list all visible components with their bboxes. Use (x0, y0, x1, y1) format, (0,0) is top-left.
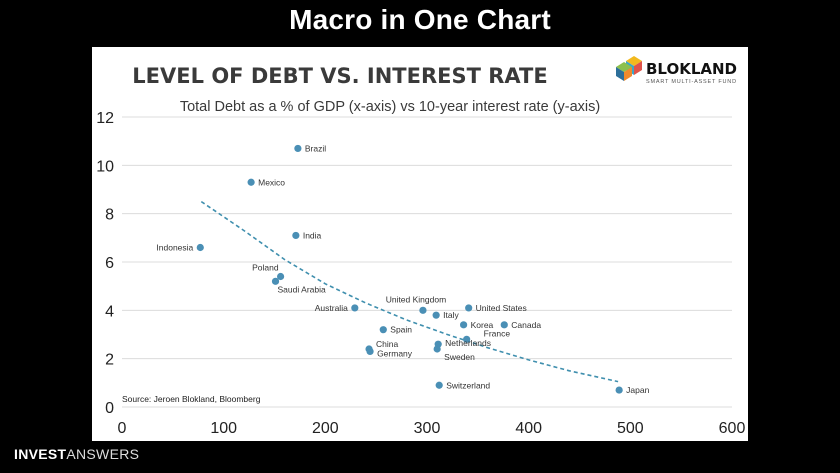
data-points: Brazil Mexico India Indonesia Poland Saudi Ar… (156, 143, 649, 395)
point-label: United States (476, 303, 527, 313)
data-point (433, 345, 441, 353)
data-point (465, 304, 473, 312)
x-tick-label: 400 (515, 420, 542, 437)
x-tick-label: 600 (719, 420, 746, 437)
grid-lines (122, 116, 732, 408)
point-label: China (376, 339, 398, 349)
point-label: France (484, 328, 511, 338)
data-point (247, 178, 255, 186)
point-label: Canada (511, 320, 541, 330)
point-label: United Kingdom (386, 294, 446, 304)
point-label: Indonesia (156, 243, 193, 253)
point-label: Australia (315, 303, 348, 313)
chart-title: LEVEL OF DEBT VS. INTEREST RATE (132, 64, 547, 88)
y-tick-label: 0 (105, 400, 114, 417)
y-tick-label: 10 (96, 158, 114, 175)
headline: Macro in One Chart (289, 4, 551, 35)
source-note: Source: Jeroen Blokland, Bloomberg (122, 394, 261, 404)
point-label: Korea (471, 320, 494, 330)
data-point (463, 335, 471, 343)
data-point (196, 243, 204, 252)
investanswers-logo: INVESTANSWERS (14, 446, 139, 462)
y-tick-label: 4 (105, 303, 114, 320)
point-label: Spain (390, 325, 412, 335)
data-point (292, 231, 300, 240)
data-point (500, 321, 508, 329)
brand-tagline: SMART MULTI-ASSET FUND (646, 79, 737, 85)
data-point (271, 277, 280, 285)
point-label: Germany (377, 348, 413, 358)
data-point (277, 272, 285, 281)
x-tick-label: 500 (617, 420, 644, 437)
data-point (294, 144, 302, 153)
data-point (419, 306, 427, 314)
y-axis-ticks: 0 2 4 6 8 10 12 (96, 110, 114, 417)
point-label: Switzerland (446, 380, 490, 390)
data-point (615, 386, 623, 394)
y-tick-label: 12 (96, 110, 114, 127)
data-point (460, 321, 468, 329)
footer-logo-light: ANSWERS (66, 446, 140, 462)
point-label: Japan (626, 385, 649, 395)
point-label: Sweden (444, 352, 475, 362)
data-point (435, 381, 443, 389)
chart-subtitle: Total Debt as a % of GDP (x-axis) vs 10-… (180, 99, 600, 115)
x-tick-label: 300 (414, 420, 441, 437)
cube-icon (616, 56, 642, 81)
point-label: Brazil (305, 143, 326, 153)
chart-panel: LEVEL OF DEBT VS. INTEREST RATE Total De… (92, 47, 748, 441)
data-point (379, 326, 387, 334)
data-point (432, 311, 440, 319)
point-label: Italy (443, 310, 459, 320)
point-label: Poland (252, 263, 279, 273)
data-point (366, 347, 374, 356)
point-label: Mexico (258, 177, 285, 187)
trend-line (200, 200, 619, 383)
x-axis-ticks: 0 100 200 300 400 500 600 (118, 420, 746, 437)
blokland-logo: BLOKLAND SMART MULTI-ASSET FUND (616, 56, 737, 85)
point-label: Netherlands (445, 338, 491, 348)
y-tick-label: 8 (105, 207, 114, 224)
point-label: Saudi Arabia (278, 284, 326, 294)
footer-logo-bold: INVEST (14, 446, 67, 462)
scatter-chart: LEVEL OF DEBT VS. INTEREST RATE Total De… (96, 56, 746, 437)
y-tick-label: 6 (105, 255, 114, 272)
brand-name: BLOKLAND (646, 60, 737, 78)
y-tick-label: 2 (105, 352, 114, 369)
x-tick-label: 0 (118, 420, 127, 437)
data-point (351, 304, 359, 312)
point-label: India (303, 230, 322, 240)
x-tick-label: 200 (312, 420, 339, 437)
x-tick-label: 100 (210, 420, 237, 437)
